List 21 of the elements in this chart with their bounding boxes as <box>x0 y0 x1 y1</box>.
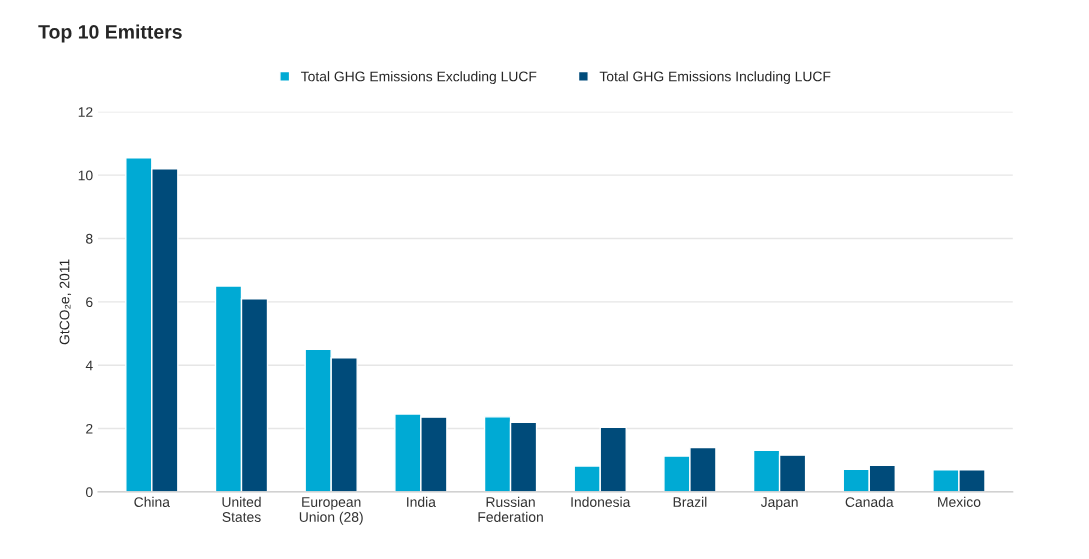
legend-label: Total GHG Emissions Including LUCF <box>599 71 831 85</box>
y-tick-label: 8 <box>86 233 93 244</box>
x-tick-label: China <box>134 496 170 507</box>
x-tick-label: United States <box>222 496 261 522</box>
x-tick-label: Mexico <box>938 496 981 507</box>
y-tick-label: 10 <box>78 170 93 181</box>
legend-label: Total GHG Emissions Excluding LUCF <box>301 71 537 85</box>
chart-title: Top 10 Emitters <box>38 24 182 43</box>
y-axis-title: GtCO₂e, 2011 <box>59 259 72 345</box>
x-tick-label: Japan <box>760 497 798 510</box>
y-tick-label: 0 <box>85 487 93 498</box>
x-tick-label: Brazil <box>673 496 707 507</box>
x-tick-label: European Union (28) <box>299 497 363 525</box>
y-tick-label: 2 <box>86 423 93 434</box>
x-tick-label: Canada <box>845 496 894 507</box>
y-tick-label: 4 <box>85 360 93 371</box>
y-tick-label: 12 <box>78 107 93 117</box>
y-tick-label: 6 <box>86 297 93 308</box>
x-tick-label: India <box>407 496 436 507</box>
x-tick-label: Russian Federation <box>478 496 543 522</box>
x-tick-label: Indonesia <box>571 496 631 507</box>
